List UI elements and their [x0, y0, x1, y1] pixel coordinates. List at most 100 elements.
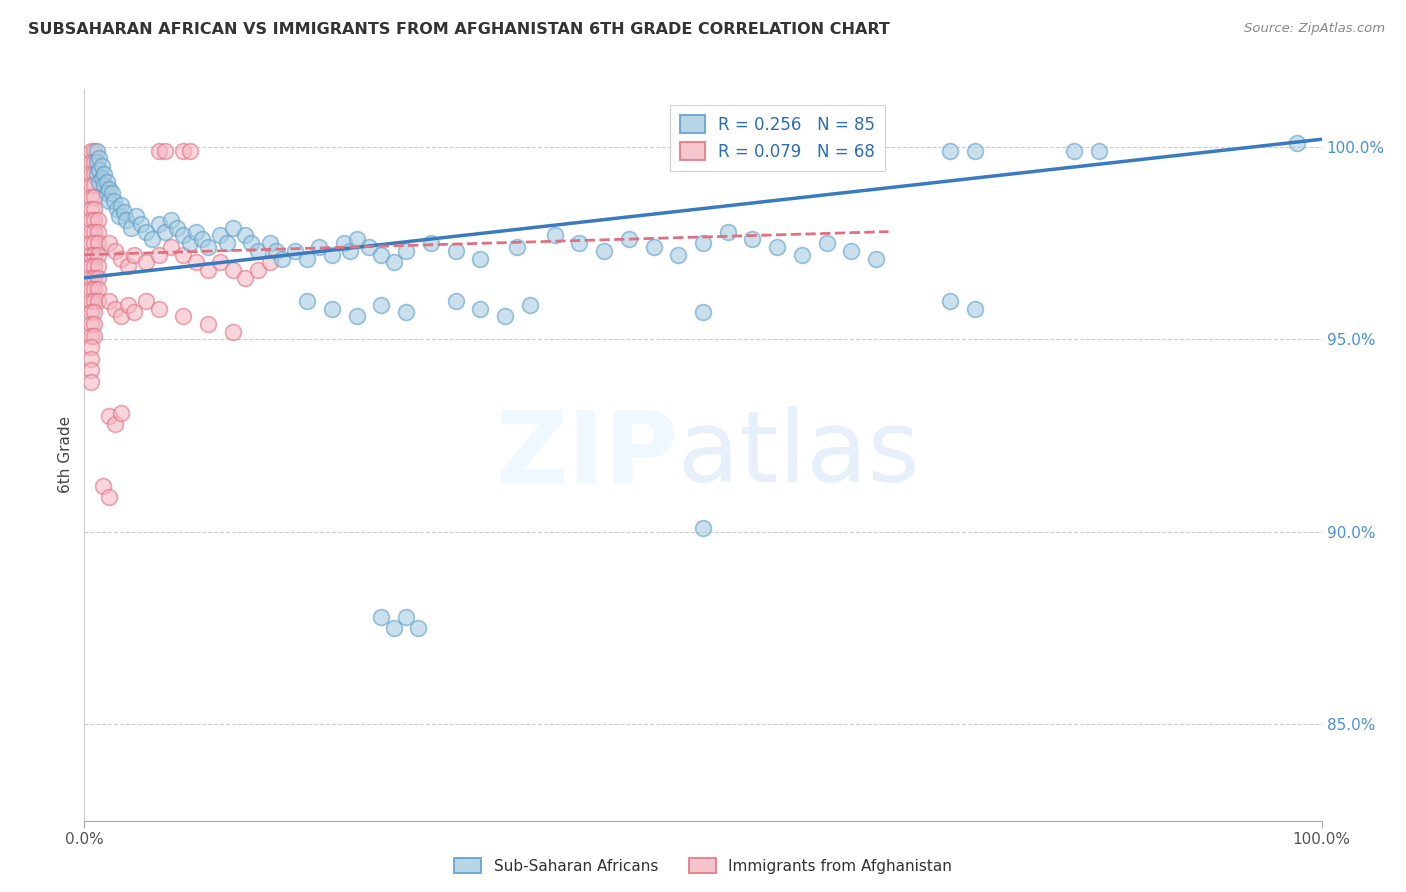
Point [83, 225, 105, 239]
Point [79, 202, 101, 216]
Legend: Sub-Saharan Africans, Immigrants from Afghanistan: Sub-Saharan Africans, Immigrants from Af… [447, 852, 959, 880]
Point [321, 301, 343, 316]
Point [122, 305, 145, 319]
Point [172, 310, 194, 324]
Point [79, 213, 101, 227]
Point [264, 244, 287, 258]
Point [83, 248, 105, 262]
Point [86, 167, 108, 181]
Point [160, 240, 183, 254]
Point [98, 490, 121, 504]
Point [79, 190, 101, 204]
Point [172, 228, 194, 243]
Text: atlas: atlas [678, 407, 920, 503]
Point [93, 167, 115, 181]
Point [233, 270, 256, 285]
Text: Source: ZipAtlas.com: Source: ZipAtlas.com [1244, 22, 1385, 36]
Text: ZIP: ZIP [495, 407, 678, 503]
Point [494, 310, 516, 324]
Point [470, 252, 492, 266]
Point [179, 236, 201, 251]
Point [87, 213, 110, 227]
Point [98, 182, 121, 196]
Point [470, 301, 492, 316]
Point [172, 248, 194, 262]
Point [209, 228, 232, 243]
Point [98, 236, 121, 251]
Point [965, 301, 987, 316]
Point [83, 178, 105, 193]
Point [89, 175, 111, 189]
Y-axis label: 6th Grade: 6th Grade [58, 417, 73, 493]
Point [240, 236, 263, 251]
Point [83, 167, 105, 181]
Point [86, 144, 108, 158]
Point [79, 340, 101, 354]
Point [87, 236, 110, 251]
Point [79, 375, 101, 389]
Point [79, 363, 101, 377]
Point [370, 248, 392, 262]
Point [259, 255, 281, 269]
Point [172, 144, 194, 158]
Point [79, 178, 101, 193]
Point [939, 293, 962, 308]
Point [87, 270, 110, 285]
Point [148, 217, 170, 231]
Point [643, 240, 665, 254]
Point [135, 225, 157, 239]
Point [141, 232, 163, 246]
Point [246, 244, 269, 258]
Point [790, 248, 813, 262]
Point [98, 293, 121, 308]
Point [153, 225, 176, 239]
Point [79, 260, 101, 274]
Point [191, 232, 214, 246]
Text: SUBSAHARAN AFRICAN VS IMMIGRANTS FROM AFGHANISTAN 6TH GRADE CORRELATION CHART: SUBSAHARAN AFRICAN VS IMMIGRANTS FROM AF… [28, 22, 890, 37]
Point [519, 298, 541, 312]
Point [568, 236, 591, 251]
Point [766, 240, 789, 254]
Point [395, 244, 418, 258]
Point [91, 479, 114, 493]
Point [444, 293, 467, 308]
Point [197, 263, 219, 277]
Point [83, 190, 105, 204]
Point [96, 175, 118, 189]
Point [110, 197, 132, 211]
Point [129, 217, 152, 231]
Point [617, 232, 640, 246]
Point [939, 144, 962, 158]
Point [83, 305, 105, 319]
Point [284, 244, 307, 258]
Point [79, 225, 101, 239]
Point [1063, 144, 1085, 158]
Point [179, 144, 201, 158]
Point [346, 232, 368, 246]
Point [83, 317, 105, 331]
Point [110, 406, 132, 420]
Point [87, 225, 110, 239]
Point [110, 252, 132, 266]
Point [160, 213, 183, 227]
Point [741, 232, 763, 246]
Point [357, 240, 380, 254]
Point [197, 240, 219, 254]
Point [271, 252, 294, 266]
Point [1285, 136, 1308, 150]
Point [184, 225, 207, 239]
Point [87, 282, 110, 296]
Point [815, 236, 838, 251]
Point [308, 240, 330, 254]
Point [339, 244, 361, 258]
Point [89, 152, 111, 166]
Point [346, 310, 368, 324]
Point [222, 263, 245, 277]
Point [370, 609, 392, 624]
Point [87, 248, 110, 262]
Point [87, 293, 110, 308]
Point [100, 186, 122, 201]
Point [215, 236, 238, 251]
Point [841, 244, 863, 258]
Point [79, 328, 101, 343]
